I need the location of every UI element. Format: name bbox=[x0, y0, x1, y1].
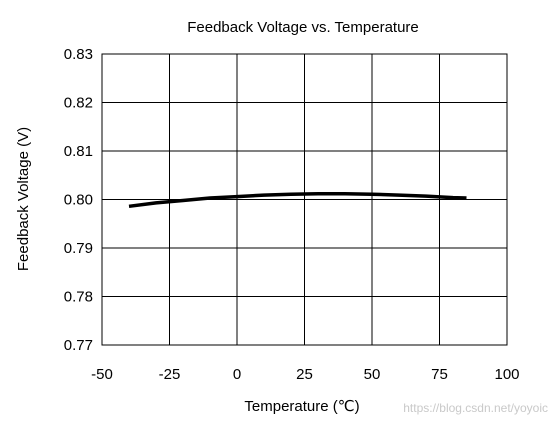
grid bbox=[101, 53, 508, 346]
x-tick-label: 25 bbox=[296, 366, 313, 383]
x-tick-label: 50 bbox=[364, 366, 381, 383]
x-tick-label: 100 bbox=[494, 366, 519, 383]
watermark-text: https://blog.csdn.net/yoyoic bbox=[403, 401, 548, 415]
y-tick-label: 0.83 bbox=[64, 46, 93, 63]
plot-frame bbox=[101, 53, 508, 346]
x-tick-label: -50 bbox=[91, 366, 113, 383]
y-tick-label: 0.78 bbox=[64, 289, 93, 306]
x-tick-label: 0 bbox=[233, 366, 241, 383]
y-tick-label: 0.77 bbox=[64, 337, 93, 354]
y-axis-label: Feedback Voltage (V) bbox=[15, 127, 32, 271]
x-tick-label: -25 bbox=[159, 366, 181, 383]
x-tick-labels: -50 -25 0 25 50 75 100 bbox=[91, 366, 519, 383]
y-tick-label: 0.81 bbox=[64, 143, 93, 160]
x-axis-label: Temperature (℃) bbox=[244, 398, 359, 415]
chart-title: Feedback Voltage vs. Temperature bbox=[187, 19, 419, 36]
y-tick-label: 0.80 bbox=[64, 192, 93, 209]
series-line bbox=[128, 191, 467, 209]
series-layer bbox=[128, 191, 467, 209]
y-tick-label: 0.79 bbox=[64, 240, 93, 257]
y-tick-label: 0.82 bbox=[64, 95, 93, 112]
x-tick-label: 75 bbox=[431, 366, 448, 383]
y-tick-labels: 0.77 0.78 0.79 0.80 0.81 0.82 0.83 bbox=[64, 46, 93, 354]
